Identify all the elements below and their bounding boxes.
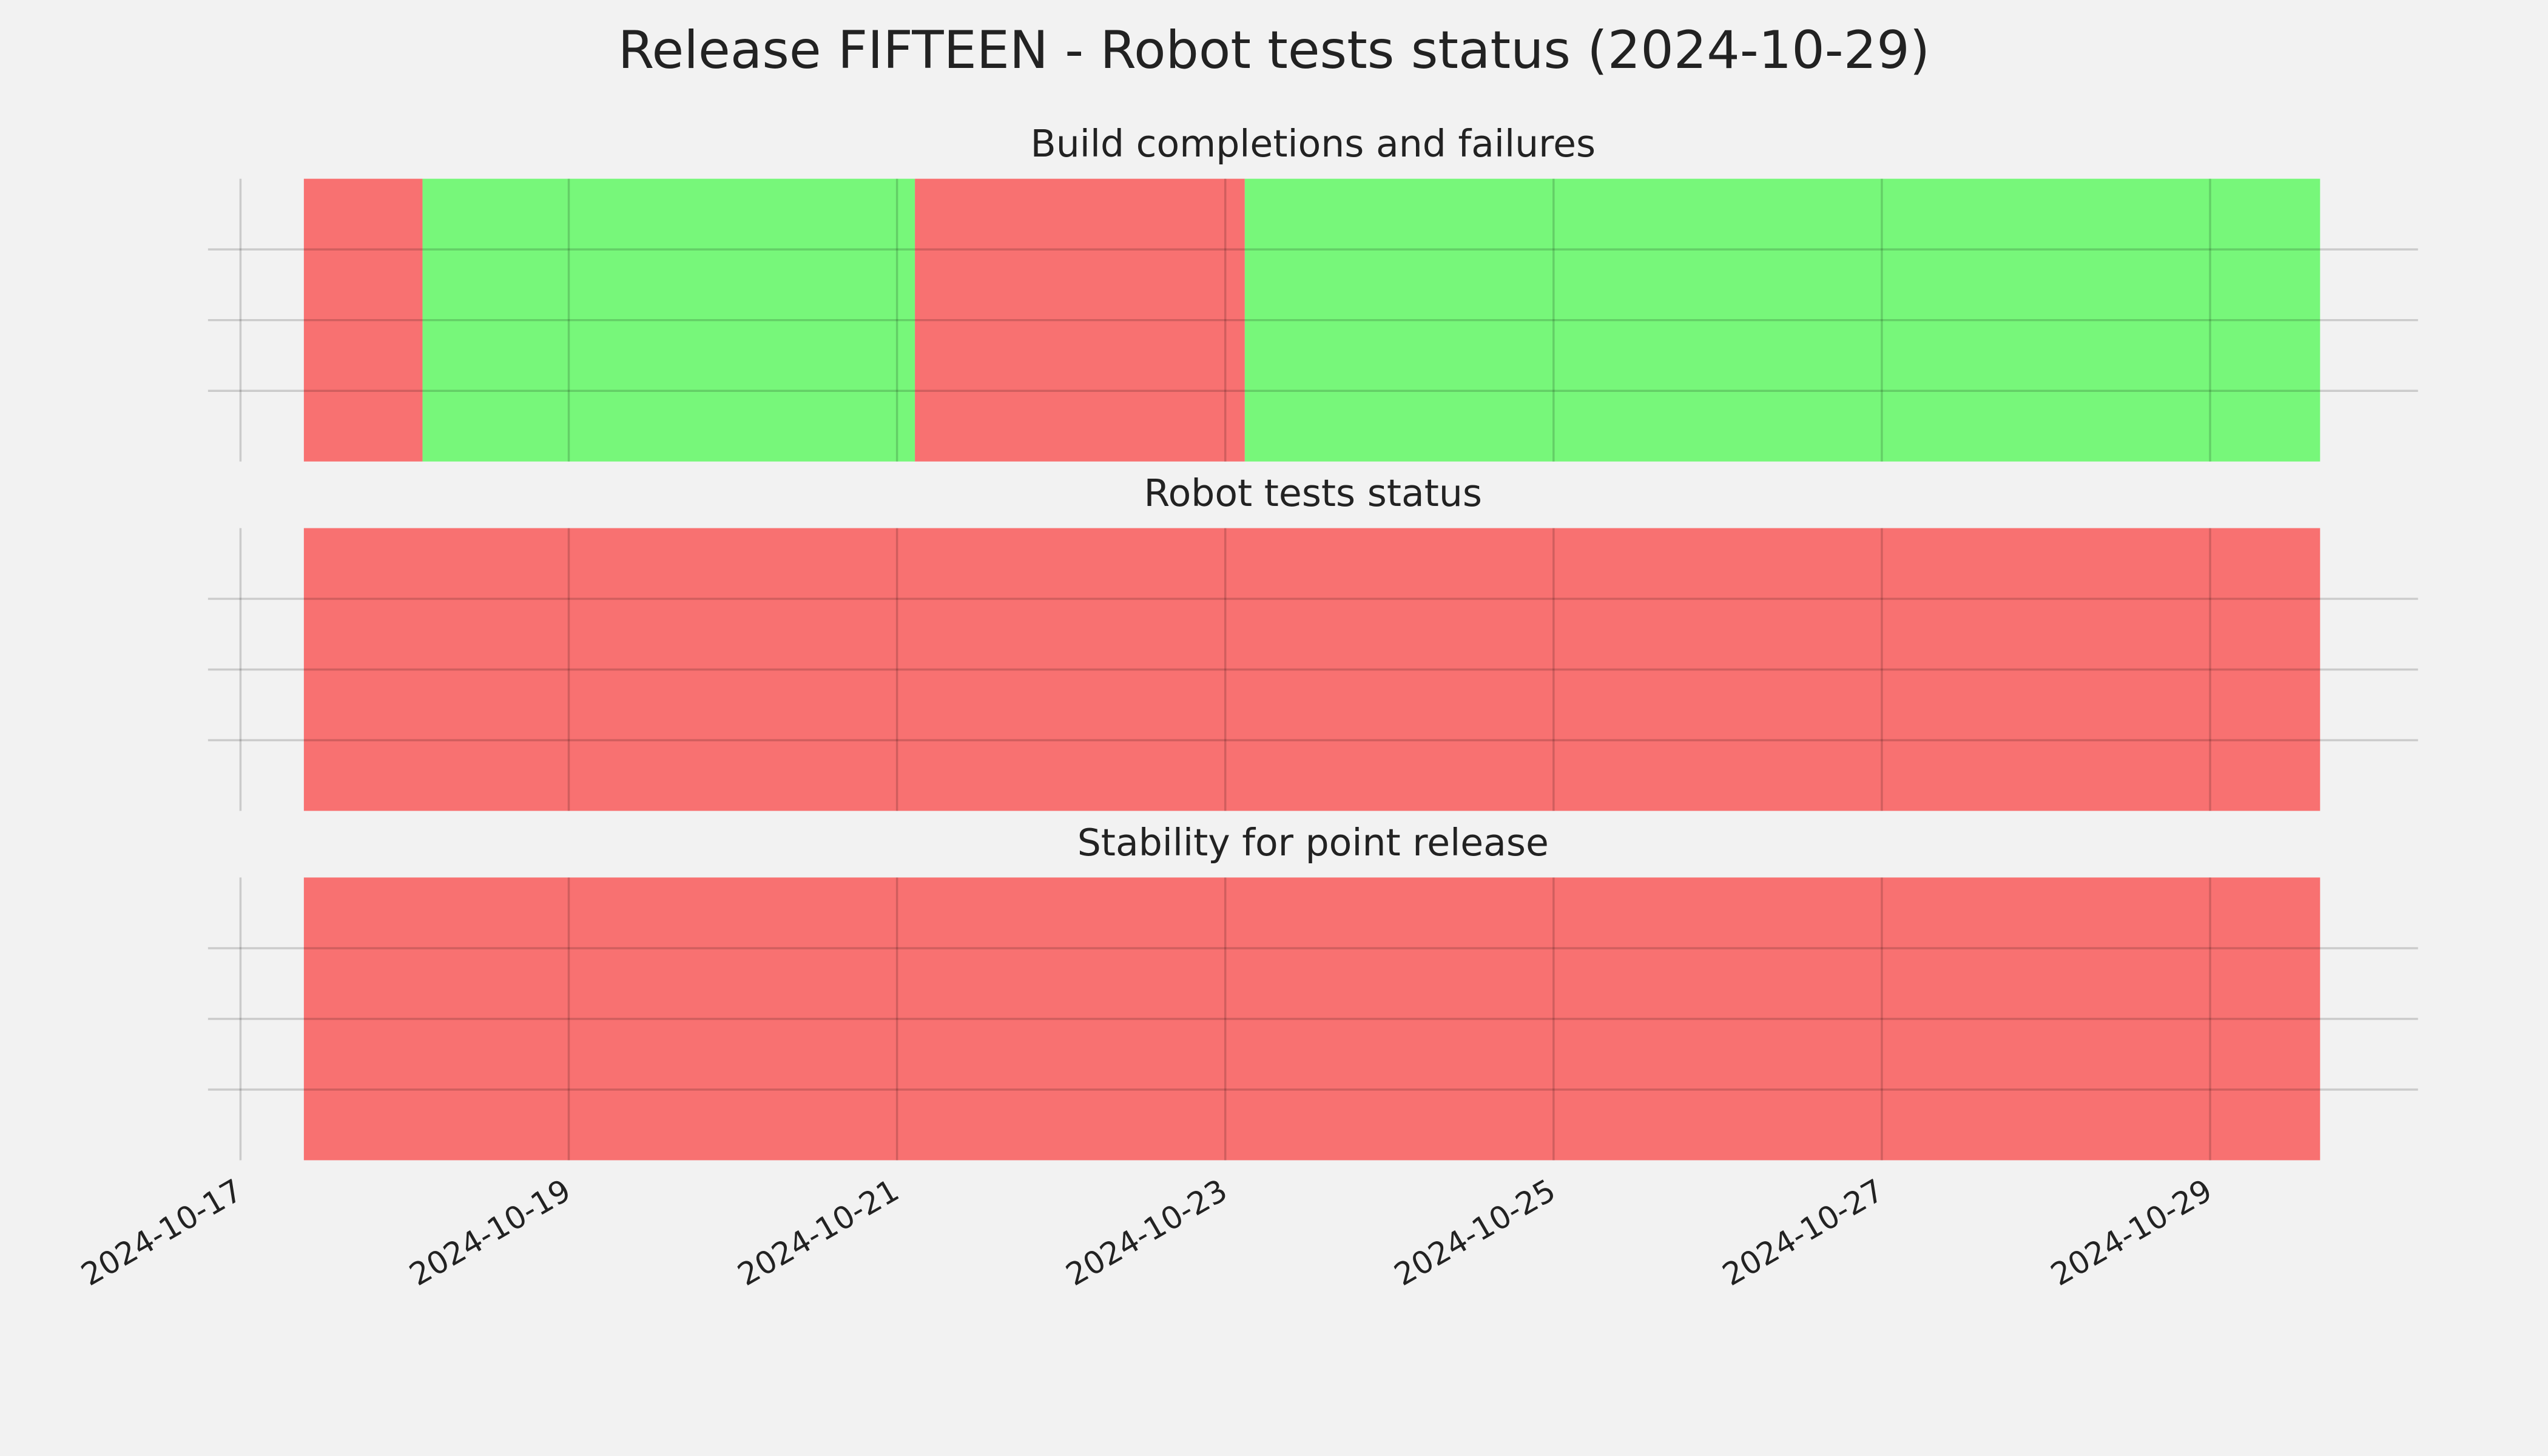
- status-segment: [303, 877, 2320, 1161]
- status-segment: [303, 178, 423, 462]
- status-segment: [422, 178, 915, 462]
- status-segment: [915, 178, 1245, 462]
- subplot-title: Stability for point release: [1077, 821, 1549, 864]
- chart-title: Release FIFTEEN - Robot tests status (20…: [618, 20, 1930, 81]
- subplot-title: Build completions and failures: [1030, 122, 1596, 166]
- status-segment: [1244, 178, 2320, 462]
- status-segment: [303, 528, 2320, 811]
- subplot-title: Robot tests status: [1144, 471, 1482, 515]
